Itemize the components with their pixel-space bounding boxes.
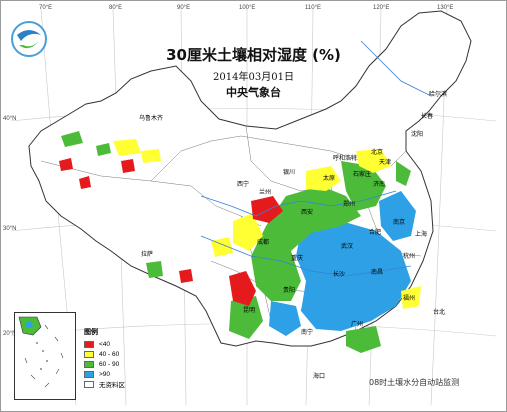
city-label: 沈阳 [411,132,424,138]
lon-tick: 130°E [437,5,454,11]
lon-tick: 90°E [177,5,191,11]
city-label: 哈尔滨 [429,92,448,98]
map-date: 2014年03月01日 [213,72,294,83]
map-title: 30厘米土壤相对湿度 (%) [166,46,341,64]
city-label: 呼和浩特 [333,156,358,162]
inset-map [18,316,64,388]
city-label: 昆明 [243,308,256,314]
lat-tick: 20°N [3,331,17,337]
city-label: 石家庄 [353,172,372,178]
city-label: 西安 [301,210,314,216]
legend-swatch [84,380,94,388]
city-label: 郑州 [343,202,356,208]
agency-logo [11,21,47,57]
city-label: 合肥 [369,230,382,236]
south-china-sea-inset [14,312,76,400]
city-label: 贵阳 [283,288,296,294]
city-label: 福州 [403,296,416,302]
city-label: 南京 [393,220,406,226]
legend-label: 40 - 60 [99,350,120,358]
moisture-fill-yellow [113,139,421,309]
legend-title: 图例 [84,328,98,336]
city-label: 重庆 [291,256,304,262]
legend-item: >90 [84,369,148,379]
rivers [200,40,432,277]
legend-swatch [84,370,94,378]
lon-tick: 110°E [305,5,321,11]
legend-label: <40 [99,340,111,348]
lon-tick: 100°E [239,5,256,11]
legend-swatch [84,340,94,348]
moisture-fill-blue [269,191,416,336]
legend-item: 无资料区 [84,379,148,389]
city-label: 北京 [371,150,384,156]
lon-tick: 120°E [373,5,390,11]
lon-tick: 80°E [109,5,123,11]
map-legend: 图例 <40 40 - 60 60 - 90 >90 无资料区 [84,327,148,389]
city-label: 武汉 [341,244,354,250]
city-label: 台北 [433,310,446,316]
source-note: 08时土壤水分自动站监测 [369,378,460,387]
map-agency: 中央气象台 [226,86,281,99]
city-label: 乌鲁木齐 [139,116,164,122]
city-label: 济南 [373,182,386,188]
city-label: 广州 [351,322,364,328]
city-label: 南昌 [371,270,384,276]
legend-label: >90 [99,370,111,378]
city-label: 海口 [313,374,326,380]
lon-tick: 70°E [39,5,53,11]
legend-item: <40 [84,339,148,349]
city-label: 兰州 [259,190,272,196]
city-label: 杭州 [403,254,416,260]
city-label: 长沙 [333,272,346,278]
city-label: 长春 [421,114,434,120]
lat-tick: 30°N [3,226,17,232]
city-label: 拉萨 [141,252,154,258]
legend-item: 40 - 60 [84,349,148,359]
legend-item: 60 - 90 [84,359,148,369]
xinjiang-patches [61,131,161,173]
moisture-fill-red [59,158,283,306]
legend-label: 60 - 90 [99,360,120,368]
city-label: 太原 [323,176,336,182]
legend-swatch [84,350,94,358]
city-label: 成都 [257,240,270,246]
legend-swatch [84,360,94,368]
city-label: 西宁 [237,182,250,188]
lat-tick: 40°N [3,116,17,122]
city-label: 上海 [415,232,428,238]
city-label: 天津 [379,160,392,166]
city-label: 南宁 [301,330,314,336]
legend-label: 无资料区 [99,382,125,389]
city-label: 银川 [283,170,296,176]
